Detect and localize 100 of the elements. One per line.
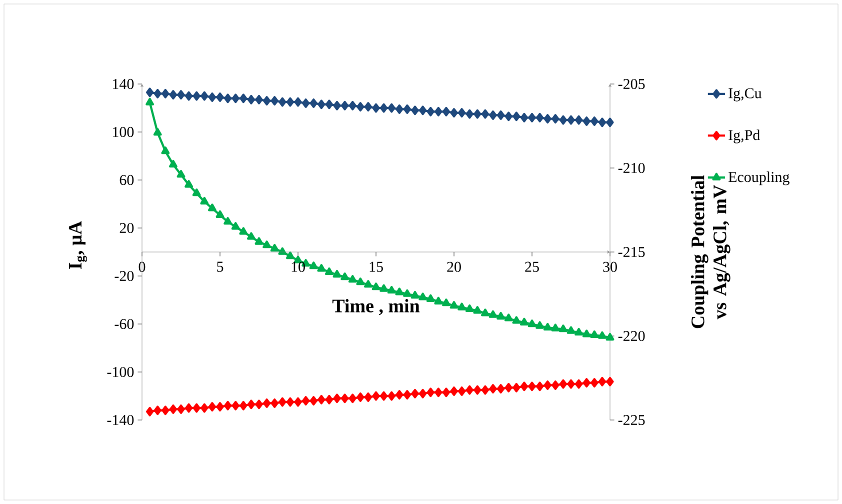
point <box>536 321 544 329</box>
point <box>224 400 232 410</box>
point <box>216 402 224 412</box>
point <box>566 326 576 334</box>
point <box>551 324 560 332</box>
point <box>520 382 528 392</box>
point <box>340 272 350 280</box>
y-axis-title: I$_{g}$, µA <box>68 221 87 269</box>
y-tick-label: 60 <box>120 174 134 186</box>
point <box>504 382 512 392</box>
point <box>192 188 201 196</box>
point <box>200 403 208 413</box>
point <box>364 280 372 288</box>
point <box>278 97 286 107</box>
point <box>309 262 318 270</box>
point <box>332 270 342 278</box>
x-tick-label: 15 <box>370 262 383 272</box>
point <box>224 94 232 104</box>
point <box>418 292 428 300</box>
point <box>286 97 294 107</box>
point <box>512 316 521 324</box>
y-tick-label: 140 <box>113 78 134 90</box>
point <box>263 398 271 408</box>
legend-label: Ecoupling <box>728 172 790 186</box>
point <box>270 244 279 252</box>
point <box>481 109 490 119</box>
point <box>185 403 193 413</box>
point <box>552 380 560 390</box>
point <box>185 91 193 101</box>
point <box>364 102 372 112</box>
point <box>380 103 388 113</box>
point <box>240 94 248 104</box>
point <box>466 385 474 395</box>
point <box>434 388 442 398</box>
point <box>240 400 248 410</box>
point <box>402 289 412 297</box>
point <box>184 180 194 188</box>
point <box>466 109 474 119</box>
point <box>388 391 396 401</box>
point <box>263 96 271 106</box>
point <box>208 204 216 212</box>
point <box>169 90 178 100</box>
y-tick-label: -60 <box>114 318 134 330</box>
point <box>426 388 434 398</box>
point <box>324 267 334 276</box>
point <box>286 252 294 260</box>
point <box>176 170 186 178</box>
legend-label: Ig,Cu <box>728 88 762 102</box>
point <box>372 103 380 113</box>
point <box>177 404 185 414</box>
point <box>177 90 185 100</box>
point <box>224 217 232 225</box>
point <box>161 146 170 154</box>
point <box>590 116 598 126</box>
point <box>310 396 318 406</box>
point <box>575 379 583 389</box>
point <box>442 388 450 398</box>
point <box>419 388 427 398</box>
y-tick-label: -100 <box>107 366 134 378</box>
point <box>567 379 575 389</box>
point <box>154 88 162 98</box>
point <box>528 112 536 122</box>
point <box>200 196 209 204</box>
point <box>458 386 466 396</box>
point <box>512 382 520 392</box>
point <box>419 106 427 116</box>
point <box>318 100 326 110</box>
point <box>208 92 216 102</box>
point <box>559 115 568 125</box>
point <box>575 115 583 125</box>
point <box>403 390 412 400</box>
point <box>270 96 278 106</box>
point <box>333 394 341 404</box>
point <box>294 397 302 407</box>
point <box>450 301 458 309</box>
point <box>396 390 404 400</box>
point <box>255 400 263 410</box>
point <box>325 394 334 404</box>
point <box>246 232 256 240</box>
point <box>364 392 372 402</box>
point <box>286 397 294 407</box>
point <box>325 100 334 110</box>
point <box>387 286 396 294</box>
point <box>162 88 170 98</box>
point <box>582 378 590 388</box>
point <box>465 304 474 312</box>
point <box>247 94 256 104</box>
point <box>278 397 286 407</box>
point <box>318 394 326 404</box>
point <box>410 290 420 299</box>
x-tick-label: 20 <box>447 262 461 272</box>
point <box>348 100 356 110</box>
point <box>403 104 412 114</box>
point <box>590 330 599 338</box>
point <box>606 118 614 128</box>
point <box>520 112 528 122</box>
point <box>380 391 388 401</box>
point <box>341 100 349 110</box>
point <box>154 406 162 416</box>
y-tick-label: -20 <box>114 270 134 282</box>
